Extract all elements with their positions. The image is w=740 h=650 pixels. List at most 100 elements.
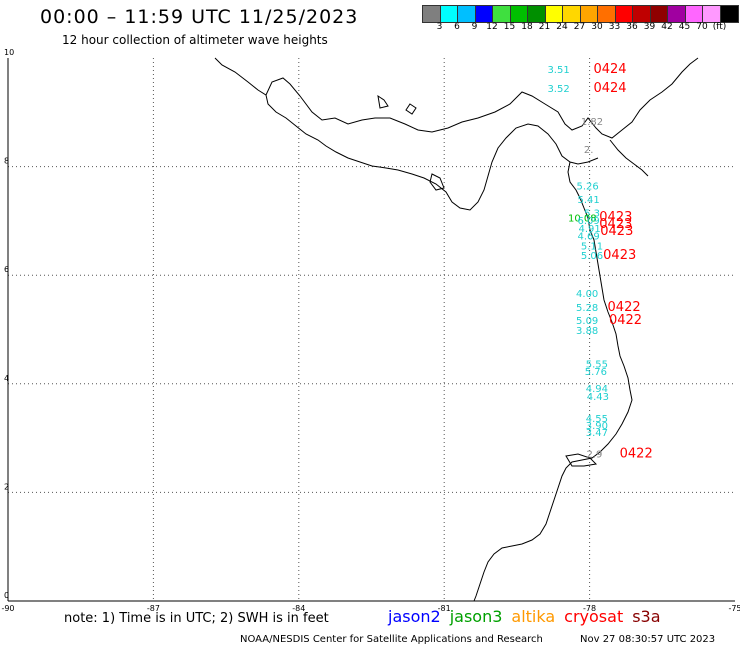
- wave-height-value: 10.08: [568, 213, 597, 224]
- wave-height-value: 3.88: [576, 326, 598, 337]
- color-swatch: [633, 6, 651, 22]
- color-swatch: [580, 6, 598, 22]
- legend-item-s3a: s3a: [632, 607, 661, 626]
- coastline-segment: [405, 103, 417, 115]
- color-scale-label: 24: [556, 22, 568, 32]
- wave-height-value: 5.09: [576, 316, 598, 327]
- coastline-segment: [429, 173, 445, 191]
- y-tick-label: 8: [4, 157, 9, 166]
- color-swatch: [650, 6, 668, 22]
- generated-timestamp: Nov 27 08:30:57 UTC 2023: [580, 634, 716, 645]
- wave-height-value: 5.76: [585, 367, 607, 378]
- color-scale-label: 30: [591, 22, 603, 32]
- color-scale-label: 6: [454, 22, 460, 32]
- coastline-segment: [565, 453, 598, 467]
- wave-height-value: 2.: [584, 145, 594, 156]
- page-title: 00:00 – 11:59 UTC 11/25/2023: [40, 6, 359, 28]
- x-tick-label: -78: [583, 604, 596, 613]
- color-swatch: [458, 6, 476, 22]
- color-swatch: [668, 6, 686, 22]
- wave-height-value: 2.9: [586, 450, 602, 461]
- coastline-segment: [473, 161, 633, 602]
- pass-time-label: 0423: [599, 217, 632, 232]
- wave-height-value: 4.91: [578, 224, 600, 235]
- color-scale-label: 3: [436, 22, 443, 32]
- color-swatch: [685, 6, 703, 22]
- wave-height-value: 1.82: [581, 117, 603, 128]
- color-swatch: [720, 6, 738, 22]
- color-swatch: [528, 6, 546, 22]
- color-swatch: [475, 6, 493, 22]
- wave-height-value: 6.09: [577, 216, 599, 227]
- color-scale-bar: [422, 5, 739, 23]
- y-tick-label: 4: [4, 374, 9, 383]
- color-scale-label: (ft): [712, 22, 727, 32]
- legend-item-cryosat: cryosat: [564, 607, 624, 626]
- wave-height-value: 3.90: [586, 421, 608, 432]
- color-swatch: [423, 6, 441, 22]
- wave-height-value: 5.55: [586, 360, 608, 371]
- x-tick-label: -75: [728, 604, 740, 613]
- color-swatch: [510, 6, 528, 22]
- x-tick-label: -81: [438, 604, 451, 613]
- map-frame: [7, 58, 735, 602]
- wave-height-value: 5.3: [584, 209, 600, 220]
- y-tick-label: 2: [4, 482, 9, 491]
- pass-time-label: 0422: [609, 313, 642, 328]
- legend-item-jason3: jason3: [449, 607, 503, 626]
- coastline: [214, 57, 699, 602]
- pass-time-label: 0422: [608, 300, 641, 315]
- color-scale-label: 15: [503, 22, 516, 32]
- satellite-legend: jason2 jason3 altika cryosat s3a: [388, 607, 670, 626]
- pass-time-label: 0423: [600, 224, 633, 239]
- wave-height-value: 5.41: [577, 195, 599, 206]
- color-scale-label: 27: [573, 22, 586, 32]
- wave-height-value: 4.00: [576, 289, 598, 300]
- pass-time-label: 0423: [599, 210, 632, 225]
- x-tick-label: -84: [292, 604, 305, 613]
- axis-tick-labels: -90 -87 -84 -81 -78 -75 10 8 6 4 2 0: [1, 48, 740, 613]
- wave-height-value: 5.06: [581, 251, 603, 262]
- wave-height-value: 3.52: [547, 84, 569, 95]
- pass-time-label: 0422: [620, 447, 653, 462]
- y-tick-label: 0: [4, 591, 9, 600]
- color-scale-label: 70: [696, 22, 708, 32]
- wave-height-value: 4.94: [586, 384, 608, 395]
- wave-height-values: 3.513.521.822.5.265.415.310.086.094.914.…: [547, 65, 609, 460]
- coastline-segment: [214, 57, 699, 139]
- coastline-segment: [609, 139, 649, 177]
- color-scale-label: 12: [486, 22, 498, 32]
- color-scale-label: 45: [678, 22, 691, 32]
- color-scale-label: 36: [626, 22, 638, 32]
- color-swatch: [703, 6, 721, 22]
- color-swatch: [440, 6, 458, 22]
- map-grid: [8, 58, 735, 601]
- color-swatch: [563, 6, 581, 22]
- wave-height-value: 4.43: [587, 392, 609, 403]
- color-scale-label: 9: [471, 22, 478, 32]
- wave-height-value: 4.55: [586, 414, 608, 425]
- color-scale-label: 33: [608, 22, 621, 32]
- x-tick-label: -87: [147, 604, 160, 613]
- y-tick-label: 6: [4, 265, 9, 274]
- color-swatch: [598, 6, 616, 22]
- wave-height-value: 5.26: [577, 181, 599, 192]
- wave-height-value: 5.28: [576, 303, 598, 314]
- wave-height-value: 4.69: [577, 231, 599, 242]
- color-scale-label: 42: [661, 22, 673, 32]
- color-swatch: [545, 6, 563, 22]
- coastline-segment: [265, 94, 599, 211]
- footer-note: note: 1) Time is in UTC; 2) SWH is in fe…: [64, 611, 329, 626]
- pass-time-label: 0424: [593, 62, 626, 77]
- x-tick-label: -90: [1, 604, 14, 613]
- pass-time-label: 0423: [603, 248, 636, 263]
- color-swatch: [615, 6, 633, 22]
- legend-item-altika: altika: [511, 607, 556, 626]
- color-scale-label: 21: [538, 22, 551, 32]
- page-subtitle: 12 hour collection of altimeter wave hei…: [62, 33, 328, 47]
- wave-height-value: 5.11: [581, 242, 603, 253]
- wave-height-value: 3.51: [547, 65, 569, 76]
- legend-item-jason2: jason2: [388, 607, 441, 626]
